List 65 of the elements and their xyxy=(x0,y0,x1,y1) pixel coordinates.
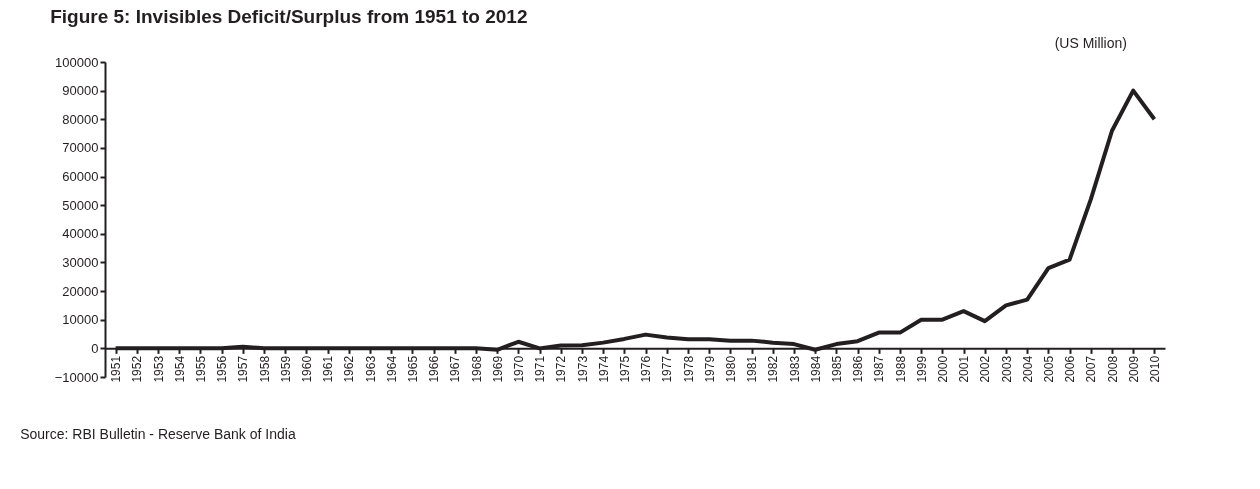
x-tick-label: 1981 xyxy=(745,355,760,383)
x-tick-label: 1985 xyxy=(829,355,844,383)
x-tick-label: 1961 xyxy=(321,355,336,383)
x-tick-label: 1975 xyxy=(617,355,632,383)
x-tick-label: 2001 xyxy=(957,355,972,383)
x-tick-label: 2004 xyxy=(1020,355,1035,383)
y-tick-label: 10000 xyxy=(62,312,99,328)
x-tick-label: 1963 xyxy=(363,355,378,383)
x-tick-label: 1980 xyxy=(723,355,738,383)
x-tick-label: 1964 xyxy=(384,355,399,383)
x-tick-label: 2006 xyxy=(1063,355,1078,383)
x-tick-label: 1978 xyxy=(681,355,696,383)
x-tick-label: 2000 xyxy=(935,355,950,383)
y-tick-label: 0 xyxy=(91,340,99,356)
x-tick-label: 1959 xyxy=(278,355,293,383)
x-tick-label: 1974 xyxy=(596,355,611,383)
x-tick-label: 2009 xyxy=(1126,355,1141,383)
x-tick-label: 1979 xyxy=(702,355,717,383)
y-tick-label: 60000 xyxy=(62,169,99,185)
x-tick-label: 1984 xyxy=(808,355,823,383)
y-tick-label: 90000 xyxy=(62,83,99,99)
x-tick-label: 1968 xyxy=(469,355,484,383)
x-tick-label: 1970 xyxy=(511,355,526,383)
x-tick-label: 1952 xyxy=(130,355,145,383)
x-tick-label: 2008 xyxy=(1105,355,1120,383)
x-tick-label: 1977 xyxy=(660,355,675,383)
x-tick-label: 1953 xyxy=(151,355,166,383)
x-tick-label: 1988 xyxy=(893,355,908,383)
x-tick-label: 1960 xyxy=(299,355,314,383)
x-tick-label: 1956 xyxy=(215,355,230,383)
x-tick-label: 1973 xyxy=(575,355,590,383)
x-tick-label: 1972 xyxy=(554,355,569,383)
y-tick-label: 40000 xyxy=(62,226,99,242)
x-tick-label: 2002 xyxy=(978,355,993,383)
x-tick-label: 1955 xyxy=(193,355,208,383)
x-tick-label: 1957 xyxy=(236,355,251,383)
x-tick-label: 1987 xyxy=(872,355,887,383)
x-tick-label: 2007 xyxy=(1084,355,1099,383)
y-tick-label: 50000 xyxy=(62,197,99,213)
y-tick-label: 70000 xyxy=(62,140,99,156)
source-note: Source: RBI Bulletin - Reserve Bank of India xyxy=(20,426,296,442)
x-tick-label: 1986 xyxy=(851,355,866,383)
x-tick-label: 1951 xyxy=(109,355,124,383)
x-tick-label: 1962 xyxy=(342,355,357,383)
y-tick-label: 30000 xyxy=(62,254,99,270)
x-tick-label: 1999 xyxy=(914,355,929,383)
x-tick-label: 1971 xyxy=(533,355,548,383)
text: (US Million) xyxy=(1054,35,1127,51)
x-tick-label: 1983 xyxy=(787,355,802,383)
x-tick-label: 2010 xyxy=(1147,355,1162,383)
x-tick-label: 1969 xyxy=(490,355,505,383)
x-tick-label: 1966 xyxy=(427,355,442,383)
x-tick-label: 1967 xyxy=(448,355,463,383)
x-tick-label: 1958 xyxy=(257,355,272,383)
y-tick-label: −10000 xyxy=(54,369,99,385)
chart-title: Figure 5: Invisibles Deficit/Surplus from 1951 to 2012 xyxy=(50,6,528,27)
x-tick-label: 2005 xyxy=(1041,355,1056,383)
y-tick-label: 100000 xyxy=(55,54,99,70)
x-tick-label: 1982 xyxy=(766,355,781,383)
y-tick-label: 20000 xyxy=(62,283,99,299)
x-tick-label: 1954 xyxy=(172,355,187,383)
x-tick-label: 1965 xyxy=(405,355,420,383)
x-tick-label: 1976 xyxy=(639,355,654,383)
x-tick-label: 2003 xyxy=(999,355,1014,383)
y-tick-label: 80000 xyxy=(62,111,99,127)
